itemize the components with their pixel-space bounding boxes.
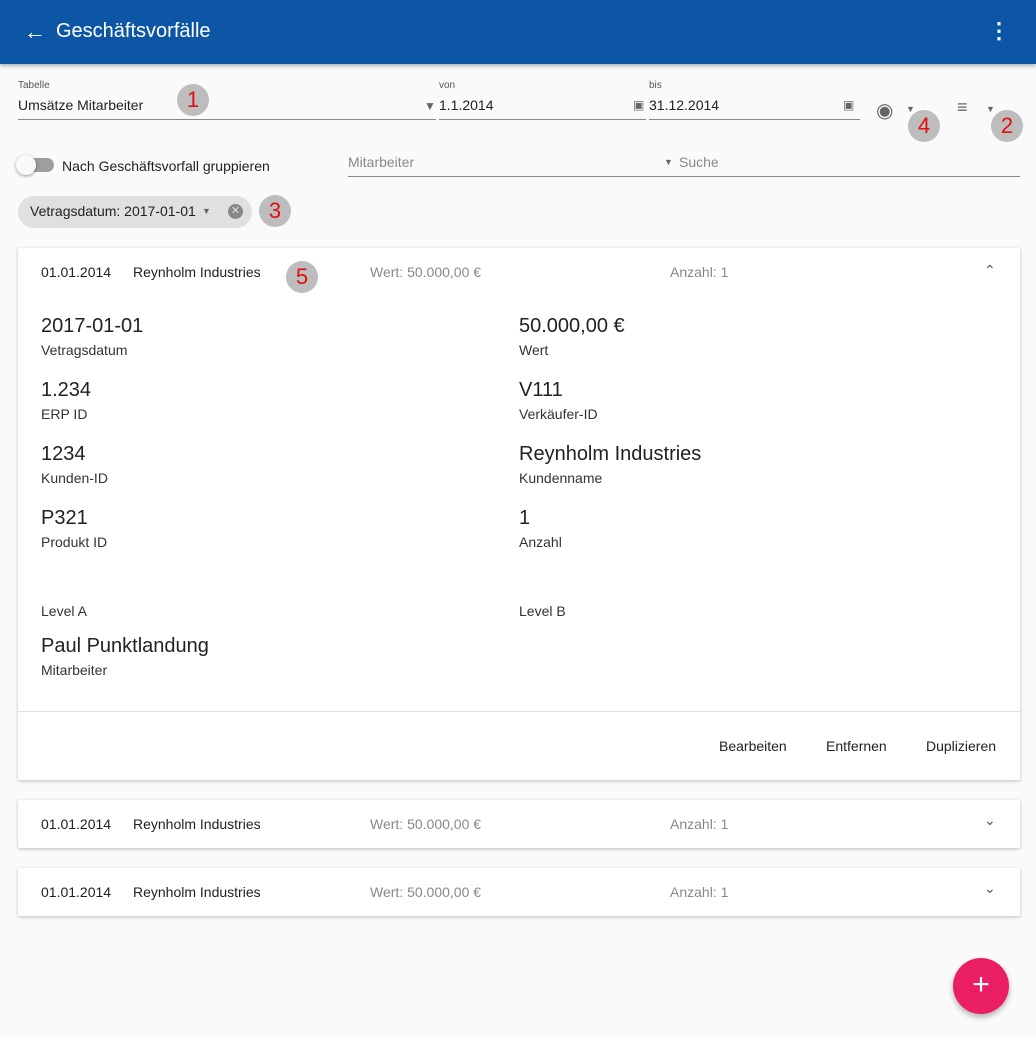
from-value: 1.1.2014 bbox=[439, 97, 494, 113]
arrow-left-icon[interactable]: ← bbox=[24, 19, 46, 44]
annotation-badge: 3 bbox=[259, 195, 291, 227]
row-date: 01.01.2014 bbox=[41, 884, 112, 900]
chevron-down-icon: ▼ bbox=[424, 99, 436, 113]
group-toggle[interactable] bbox=[16, 155, 54, 175]
close-circle-icon[interactable]: ✕ bbox=[228, 204, 243, 219]
row-date: 01.01.2014 bbox=[41, 816, 112, 832]
row-date: 01.01.2014 bbox=[41, 264, 112, 280]
table-value: Umsätze Mitarbeiter bbox=[18, 97, 144, 113]
annotation-badge: 5 bbox=[286, 261, 318, 293]
detail-field: Paul Punktlandung Mitarbeiter bbox=[41, 635, 209, 678]
row-header[interactable]: 01.01.2014 Reynholm Industries Wert: 50.… bbox=[18, 248, 1020, 296]
chevron-down-icon[interactable]: ▼ bbox=[202, 206, 211, 216]
detail-field: Reynholm Industries Kundenname bbox=[519, 443, 702, 486]
row-value: Wert: 50.000,00 € bbox=[370, 264, 482, 280]
detail-field: V111 Verkäufer-ID bbox=[519, 379, 598, 422]
filter-icon[interactable]: ≡ bbox=[957, 97, 968, 117]
detail-field: P321 Produkt ID bbox=[41, 507, 108, 550]
search-input[interactable]: Suche bbox=[679, 154, 719, 170]
page-title: Geschäftsvorfälle bbox=[56, 20, 211, 42]
chip-label: Vetragsdatum: 2017-01-01 bbox=[30, 203, 196, 219]
row-value: Wert: 50.000,00 € bbox=[370, 884, 482, 900]
table-label: Tabelle bbox=[18, 80, 50, 91]
row-count: Anzahl: 1 bbox=[670, 884, 729, 900]
row-company: Reynholm Industries bbox=[133, 264, 261, 280]
row-count: Anzahl: 1 bbox=[670, 816, 729, 832]
app-bar: ← Geschäftsvorfälle ⋮ bbox=[0, 0, 1036, 64]
annotation-badge: 2 bbox=[991, 110, 1023, 142]
to-value: 31.12.2014 bbox=[649, 97, 720, 113]
more-vert-icon[interactable]: ⋮ bbox=[988, 18, 1010, 43]
chevron-down-icon[interactable]: ▼ bbox=[906, 104, 915, 114]
chevron-down-icon[interactable]: ⌄ bbox=[984, 812, 996, 828]
calendar-icon[interactable]: ▣ bbox=[843, 98, 855, 112]
chevron-down-icon: ▼ bbox=[664, 157, 673, 167]
row-company: Reynholm Industries bbox=[133, 884, 261, 900]
eye-icon[interactable]: ◉ bbox=[876, 100, 894, 122]
row-value: Wert: 50.000,00 € bbox=[370, 816, 482, 832]
add-button[interactable]: + bbox=[953, 958, 1009, 1014]
from-label: von bbox=[439, 80, 456, 91]
detail-field: 50.000,00 € Wert bbox=[519, 315, 625, 358]
chevron-up-icon[interactable]: ⌃ bbox=[984, 262, 996, 278]
group-toggle-label: Nach Geschäftsvorfall gruppieren bbox=[62, 158, 270, 174]
detail-field: 2017-01-01 Vetragsdatum bbox=[41, 315, 144, 358]
to-label: bis bbox=[649, 80, 662, 91]
duplicate-button[interactable]: Duplizieren bbox=[926, 738, 997, 754]
detail-field: 1234 Kunden-ID bbox=[41, 443, 108, 486]
chevron-down-icon[interactable]: ⌄ bbox=[984, 880, 996, 896]
annotation-badge: 1 bbox=[177, 84, 209, 116]
edit-button[interactable]: Bearbeiten bbox=[719, 738, 787, 754]
calendar-icon[interactable]: ▣ bbox=[633, 98, 645, 112]
row-company: Reynholm Industries bbox=[133, 816, 261, 832]
chevron-down-icon[interactable]: ▼ bbox=[986, 104, 995, 114]
detail-field: Level A bbox=[41, 603, 87, 619]
expanded-row: 01.01.2014 Reynholm Industries Wert: 50.… bbox=[18, 248, 1020, 780]
collapsed-row[interactable]: 01.01.2014 Reynholm Industries Wert: 50.… bbox=[18, 868, 1020, 916]
detail-field: 1 Anzahl bbox=[519, 507, 562, 550]
filter-chip[interactable]: Vetragsdatum: 2017-01-01 ▼ ✕ bbox=[18, 196, 252, 228]
collapsed-row[interactable]: 01.01.2014 Reynholm Industries Wert: 50.… bbox=[18, 800, 1020, 848]
annotation-badge: 4 bbox=[908, 110, 940, 142]
detail-field: Level B bbox=[519, 603, 566, 619]
employee-placeholder: Mitarbeiter bbox=[348, 154, 415, 170]
detail-field: 1.234 ERP ID bbox=[41, 379, 92, 422]
row-count: Anzahl: 1 bbox=[670, 264, 729, 280]
remove-button[interactable]: Entfernen bbox=[826, 738, 887, 754]
